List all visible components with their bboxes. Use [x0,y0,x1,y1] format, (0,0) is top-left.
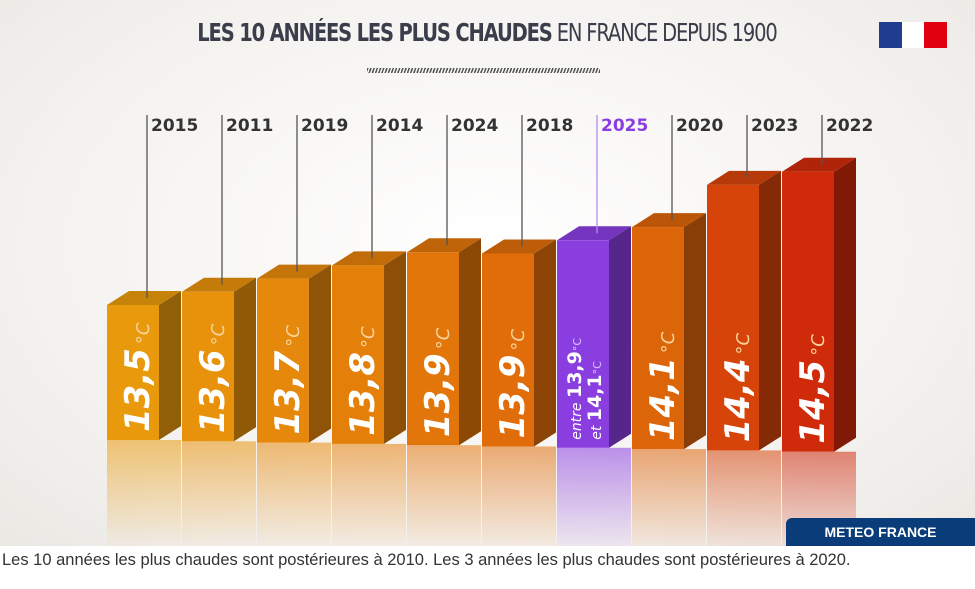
bar-reflection [182,441,256,546]
bar-top [182,277,256,292]
year-label: 2011 [226,116,273,136]
value-text: 13,8°C [343,326,383,436]
title-underline [367,68,600,73]
bar-top [257,264,331,279]
caption: Les 10 années les plus chaudes sont post… [2,551,851,569]
bar-top [107,291,181,305]
bar-front [557,240,609,448]
bar-side [759,170,781,451]
year-label: 2025 [601,116,648,136]
bar-top [482,239,556,254]
bar-front [632,227,684,450]
bar-top [407,238,481,253]
chart-title: LES 10 ANNÉES LES PLUS CHAUDES EN FRANCE… [107,18,868,47]
bar-side [234,277,256,442]
bar-front [482,253,534,447]
year-label: 2018 [526,116,573,136]
bar-reflection [482,446,556,546]
bar-front [332,265,384,444]
year-label: 2014 [376,116,423,136]
meteo-france-brand: METEO FRANCE [786,518,975,546]
range-low: entre 13,9°C [564,338,586,440]
bar-side [384,251,406,444]
year-label: 2023 [751,116,798,136]
bar-reflection [707,450,781,546]
bar-2014: 2014 13,8°C [332,115,423,546]
republique-francaise-logo [879,22,948,48]
value-label: entre 13,9°Cet 14,1°C [564,338,606,440]
title-regular: EN FRANCE DEPUIS 1900 [556,18,778,47]
bar-side [834,157,856,452]
bar-top [707,170,781,185]
bar-reflection [407,445,481,546]
bar-front [182,291,234,442]
bar-reflection [632,449,706,546]
year-label: 2019 [301,116,348,136]
bar-side [609,226,631,448]
year-label: 2015 [151,116,198,136]
bar-front [107,305,159,440]
year-label: 2024 [451,116,498,136]
bar-top [632,213,706,228]
bar-reflection [107,440,181,546]
range-high: et 14,1°C [584,361,606,440]
bar-side [684,213,706,450]
bar-side [459,238,481,446]
bar-front [257,278,309,443]
year-label: 2022 [826,116,873,136]
bar-top [332,251,406,266]
bar-reflection [557,447,631,546]
bar-reflection [257,442,331,546]
bar-top [782,157,856,172]
bar-2025: 2025 entre 13,9°Cet 14,1°C [557,115,648,546]
bar-top [557,226,631,241]
value-label: 13,8°C [343,326,383,436]
infographic: LES 10 ANNÉES LES PLUS CHAUDES EN FRANCE… [0,0,975,546]
bar-front [407,252,459,446]
bar-side [159,291,181,440]
year-label: 2020 [676,116,723,136]
bar-reflection [332,443,406,546]
bar-front [707,184,759,451]
bar-side [534,239,556,447]
title-bold: LES 10 ANNÉES LES PLUS CHAUDES [197,18,553,47]
bar-front [782,171,834,452]
bar-side [309,264,331,443]
